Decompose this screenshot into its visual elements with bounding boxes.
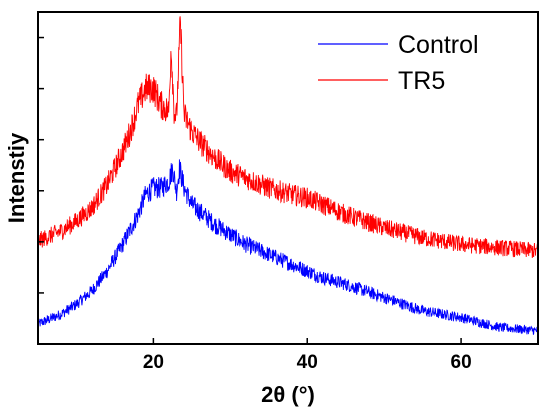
plot-frame	[37, 11, 539, 345]
x-tick-label: 20	[143, 352, 164, 373]
y-axis-ticks	[38, 36, 44, 294]
legend-label-tr5: TR5	[398, 67, 445, 95]
y-axis-label: Intenstiy	[4, 132, 29, 223]
series-line-tr5	[37, 16, 539, 258]
plot-lines	[37, 16, 539, 335]
legend-label-control: Control	[398, 31, 479, 59]
x-axis-ticks: 20 40 60	[143, 338, 472, 373]
series-line-control	[37, 159, 539, 335]
x-tick-label: 40	[297, 352, 318, 373]
x-tick-label: 60	[451, 352, 472, 373]
legend: Control TR5	[318, 31, 479, 95]
x-axis-label: 2θ (°)	[261, 382, 315, 407]
